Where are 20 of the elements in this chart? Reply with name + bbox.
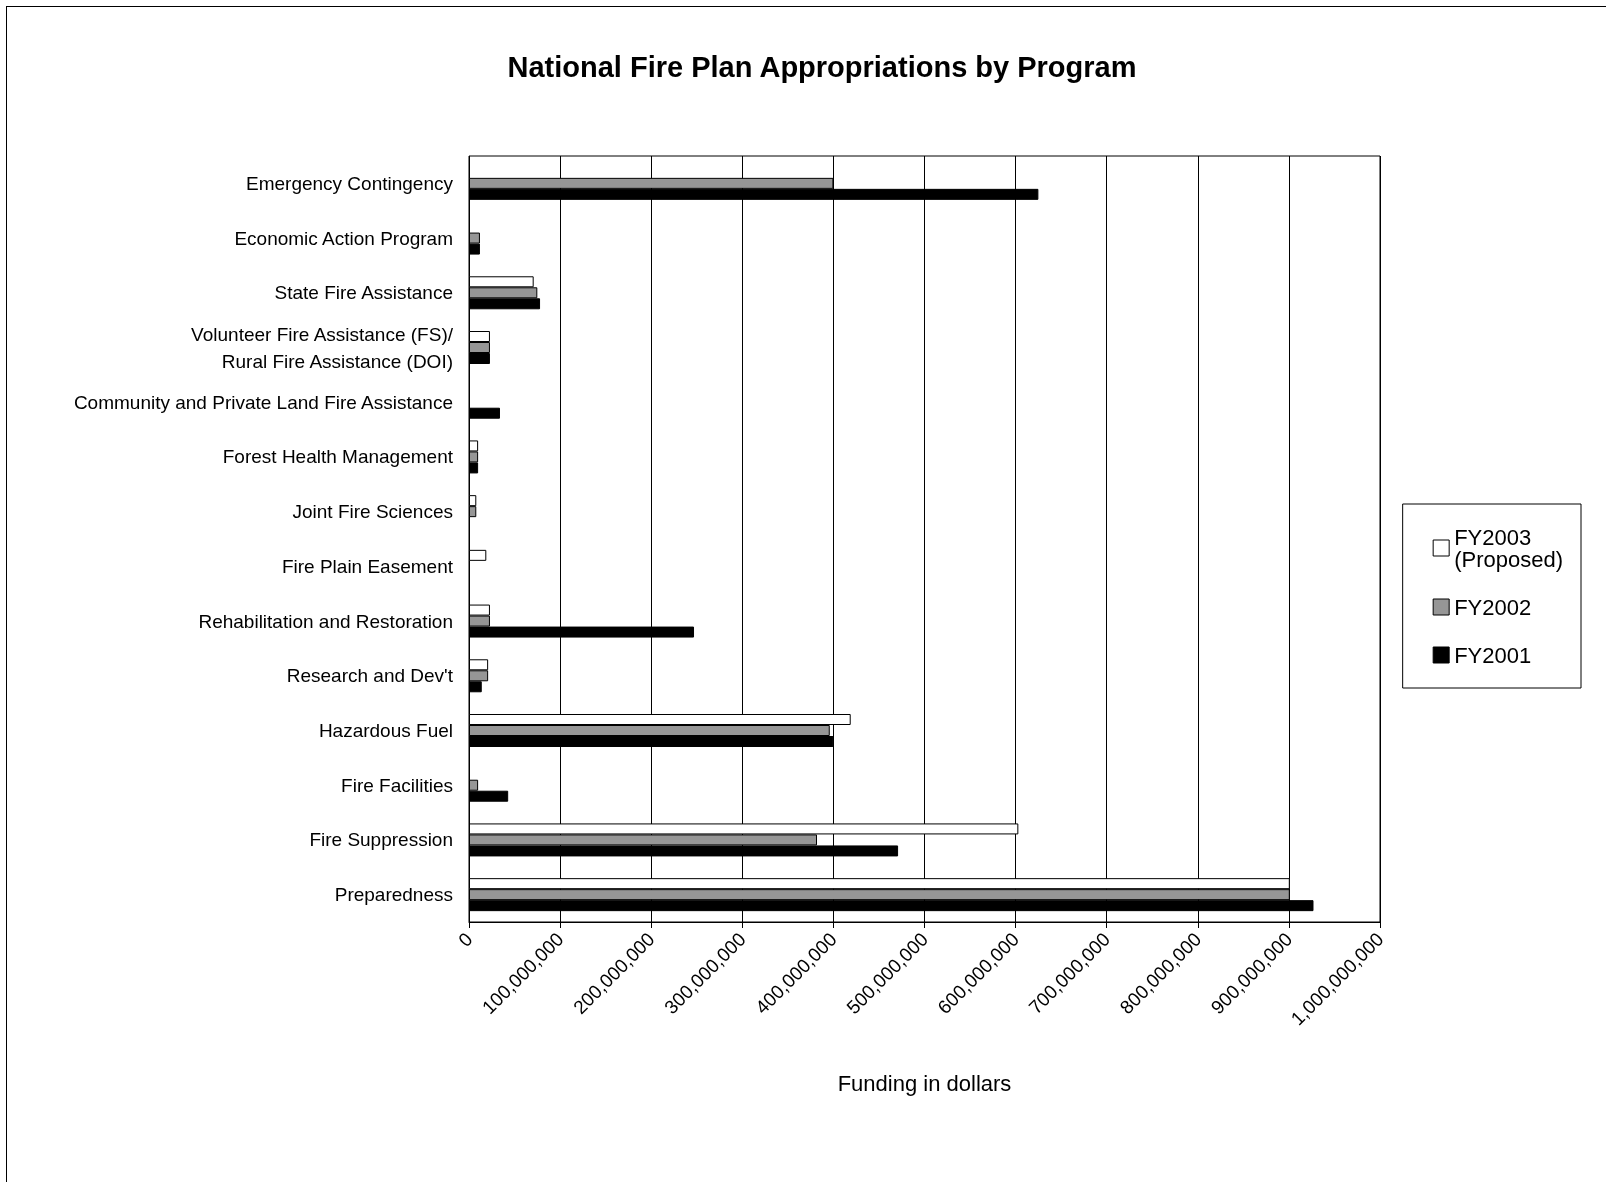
y-tick-label: Emergency Contingency (246, 172, 454, 194)
legend-label: FY2002 (1454, 594, 1532, 620)
x-tick-label: 0 (454, 928, 477, 951)
y-tick-label: State Fire Assistance (274, 282, 453, 304)
y-tick-label: Preparedness (334, 884, 453, 906)
y-tick-label: Rehabilitation and Restoration (198, 610, 453, 632)
y-tick-label: Joint Fire Sciences (292, 501, 453, 523)
y-tick-label: Fire Facilities (341, 774, 453, 796)
y-tick-label: Economic Action Program (234, 227, 453, 249)
y-tick-label: Research and Dev't (286, 665, 454, 687)
legend-label: FY2001 (1454, 642, 1532, 668)
y-tick-label: Hazardous Fuel (318, 720, 453, 741)
y-tick-label: Fire Plain Easement (281, 555, 454, 577)
y-tick-label: Forest Health Management (222, 446, 454, 468)
y-tick-label: Fire Suppression (309, 829, 453, 851)
chart-title: National Fire Plan Appropriations by Program (507, 50, 1137, 83)
legend-label: FY2003 (Proposed) (1454, 524, 1564, 572)
y-tick-label: Volunteer Fire Assistance (FS)/ Rural Fire Assistance (DOI) (191, 323, 454, 372)
x-axis-title: Funding in dollars (837, 1070, 1012, 1096)
y-tick-label: Community and Private Land Fire Assistance (73, 391, 453, 413)
